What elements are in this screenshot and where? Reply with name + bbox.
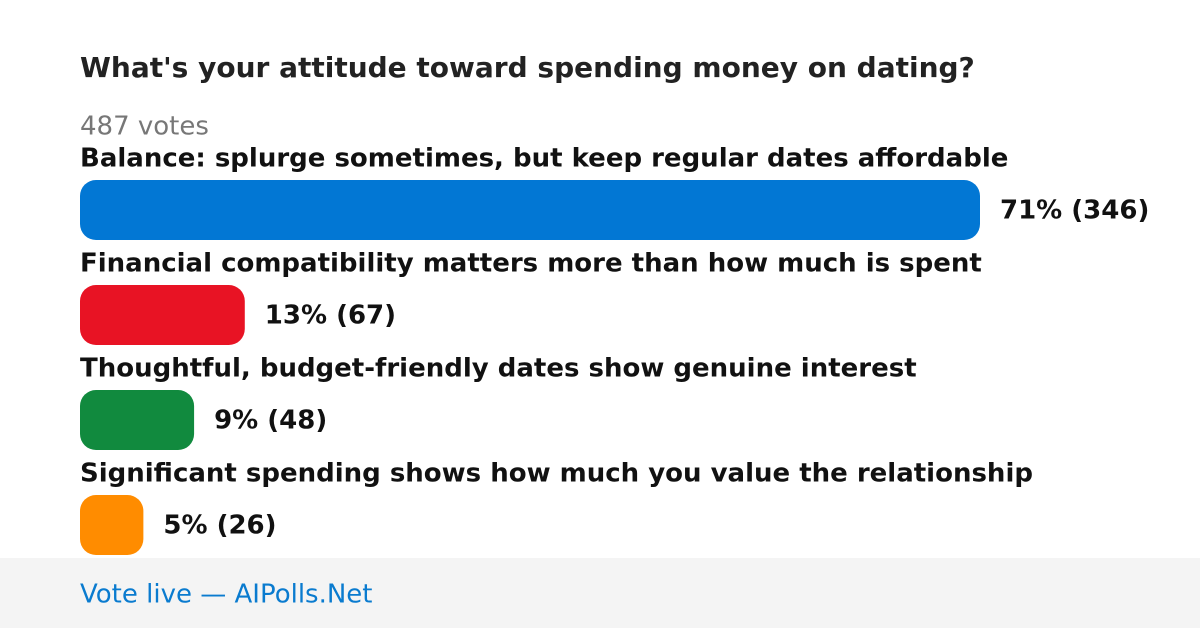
footer-link[interactable]: Vote live — AIPolls.Net: [80, 580, 373, 610]
option-label: Balance: splurge sometimes, but keep reg…: [80, 144, 1008, 174]
bar: [80, 285, 245, 345]
option-label: Significant spending shows how much you …: [80, 459, 1033, 489]
vote-count: 487 votes: [80, 112, 209, 142]
value-label: 9% (48): [214, 406, 327, 436]
value-label: 5% (26): [163, 511, 276, 541]
option-label: Thoughtful, budget-friendly dates show g…: [80, 354, 917, 384]
footer-band: [0, 558, 1200, 628]
bar: [80, 495, 144, 555]
chart-title: What's your attitude toward spending mon…: [80, 51, 975, 84]
bar: [80, 180, 980, 240]
value-label: 13% (67): [265, 301, 396, 331]
value-label: 71% (346): [1000, 196, 1149, 226]
option-label: Financial compatibility matters more tha…: [80, 249, 982, 279]
bar: [80, 390, 195, 450]
